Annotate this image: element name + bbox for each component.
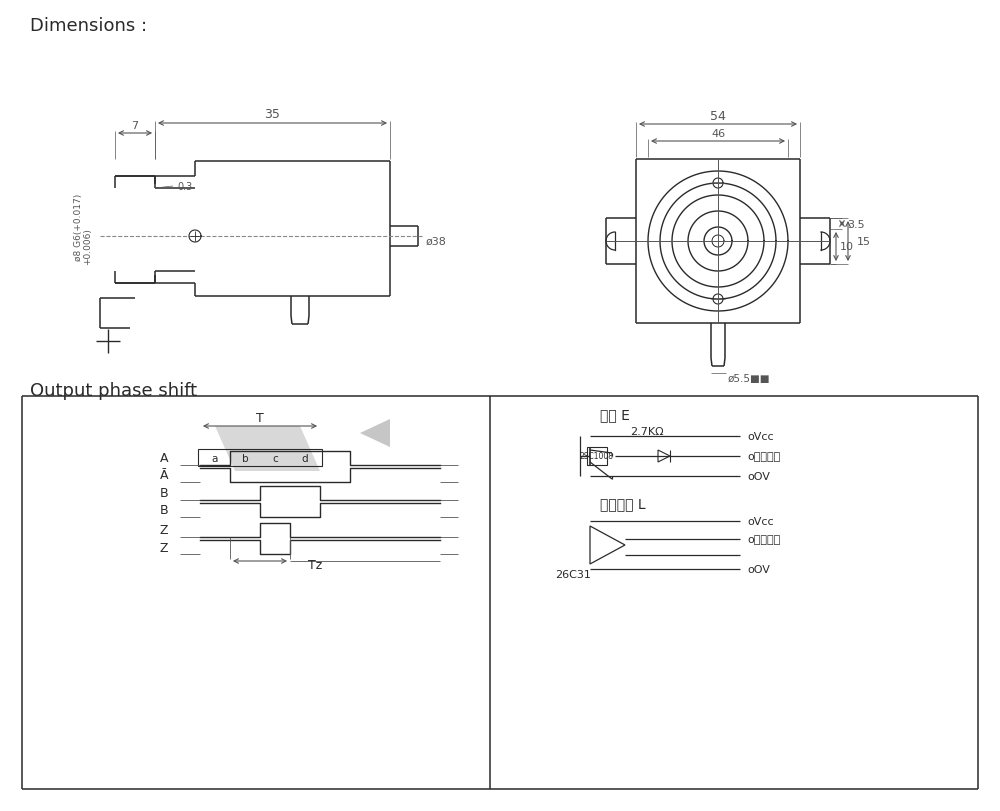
Text: 7: 7: [131, 121, 139, 131]
Text: 0.3: 0.3: [177, 182, 192, 191]
Text: d: d: [302, 453, 308, 463]
Text: 2.7KΩ: 2.7KΩ: [630, 427, 664, 436]
Text: Output phase shift: Output phase shift: [30, 381, 197, 400]
Text: c: c: [272, 453, 278, 463]
Polygon shape: [215, 427, 320, 471]
Text: o输出信号: o输出信号: [747, 452, 780, 461]
Text: oVcc: oVcc: [747, 517, 774, 526]
Text: 15: 15: [857, 237, 871, 247]
Text: 长线驱动 L: 长线驱动 L: [600, 496, 646, 510]
Text: oOV: oOV: [747, 564, 770, 574]
Bar: [198, 449, 322, 466]
Text: Z̄: Z̄: [160, 541, 168, 554]
Text: ø5.5■■: ø5.5■■: [728, 374, 770, 384]
Text: T: T: [256, 412, 264, 425]
Text: oVcc: oVcc: [747, 431, 774, 441]
Text: ø38: ø38: [426, 237, 447, 247]
Polygon shape: [360, 419, 390, 448]
Text: 26C31: 26C31: [555, 569, 591, 579]
Text: ø8 G6(+0.017): ø8 G6(+0.017): [74, 193, 82, 260]
Text: A: A: [160, 452, 168, 465]
Text: B: B: [159, 487, 168, 500]
Bar: [587, 448, 607, 466]
Text: +0.006): +0.006): [84, 228, 92, 265]
Text: 35: 35: [265, 109, 280, 122]
Text: 电压 E: 电压 E: [600, 407, 630, 422]
Text: Dimensions :: Dimensions :: [30, 17, 147, 35]
Text: 10: 10: [840, 242, 854, 252]
Text: B̄: B̄: [159, 504, 168, 517]
Text: Ā: Ā: [160, 469, 168, 482]
Text: Tz: Tz: [308, 559, 322, 572]
Text: oOV: oOV: [747, 471, 770, 482]
Text: Z: Z: [160, 524, 168, 537]
Text: 46: 46: [711, 129, 725, 139]
Text: 3.5: 3.5: [847, 219, 865, 230]
Text: b: b: [242, 453, 248, 463]
Text: 54: 54: [710, 109, 726, 122]
Text: a: a: [212, 453, 218, 463]
Text: 2SC1008: 2SC1008: [580, 452, 614, 461]
Text: o输出信号: o输出信号: [747, 534, 780, 544]
